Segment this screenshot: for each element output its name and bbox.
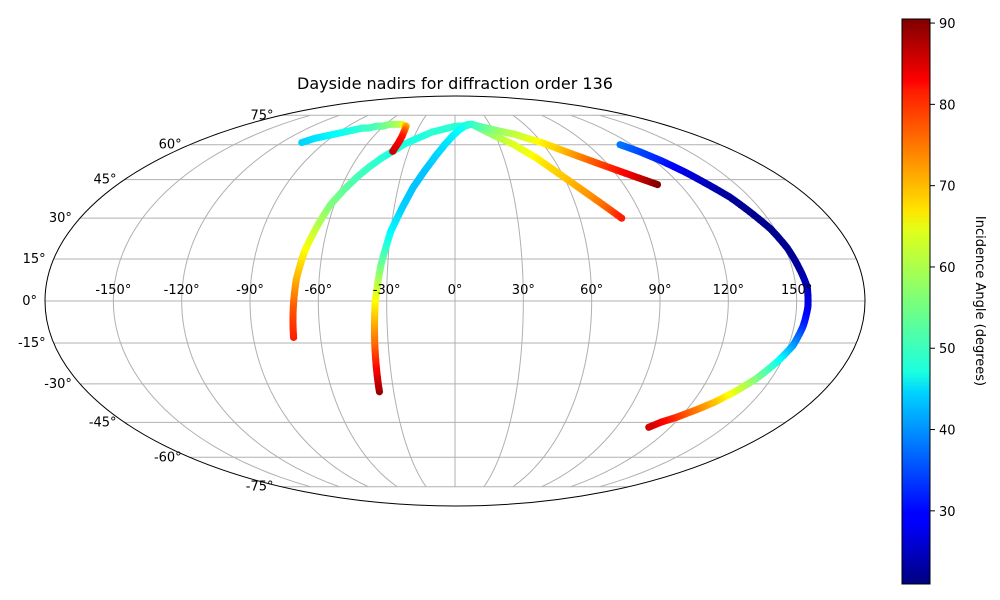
data-point <box>389 147 397 155</box>
longitude-tick-label: -150° <box>95 283 131 298</box>
latitude-tick-label: -15° <box>18 336 46 351</box>
meridian-line <box>483 114 524 488</box>
latitude-tick-label: -45° <box>89 415 117 430</box>
chart-title: Dayside nadirs for diffraction order 136 <box>297 74 613 93</box>
longitude-tick-label: 30° <box>512 283 535 298</box>
meridian-line <box>181 114 340 488</box>
longitude-tick-label: 150° <box>781 283 812 298</box>
latitude-tick-label: 15° <box>23 252 46 267</box>
colorbar-tick-label: 60 <box>939 261 956 276</box>
longitude-tick-label: 120° <box>713 283 744 298</box>
meridian-line <box>317 114 398 488</box>
map-outline <box>44 95 866 507</box>
longitude-tick-label: 60° <box>580 283 603 298</box>
data-point <box>645 423 653 431</box>
longitude-tick-label: -60° <box>304 283 332 298</box>
graticule <box>45 114 865 488</box>
meridian-line <box>112 114 311 488</box>
latitude-tick-label: 60° <box>159 138 182 153</box>
colorbar <box>901 18 931 585</box>
meridian-line <box>512 114 593 488</box>
longitude-tick-label: 0° <box>448 283 463 298</box>
colorbar-tick-label: 80 <box>939 98 956 113</box>
latitude-tick-label: 75° <box>250 108 273 123</box>
latitude-tick-label: -75° <box>246 480 274 495</box>
longitude-tick-label: -30° <box>373 283 401 298</box>
longitude-tick-label: 90° <box>648 283 671 298</box>
longitude-tick-label: -90° <box>236 283 264 298</box>
meridian-line <box>599 114 798 488</box>
colorbar-label: Incidence Angle (degrees) <box>972 216 987 386</box>
latitude-tick-label: 30° <box>49 211 72 226</box>
meridian-line <box>249 114 369 488</box>
meridian-line <box>570 114 729 488</box>
colorbar-tick-label: 90 <box>939 17 956 32</box>
colorbar-tick-label: 50 <box>939 342 956 357</box>
longitude-tick-label: -120° <box>164 283 200 298</box>
latitude-tick-label: 45° <box>94 173 117 188</box>
latitude-tick-labels: -75° -60° -45° -30° -15° 0° 15° 30° 45° 60° 75° <box>18 108 274 494</box>
data-point <box>653 180 662 189</box>
meridian-line <box>386 114 427 488</box>
colorbar-tick-label: 70 <box>939 180 956 195</box>
data-point <box>618 214 626 222</box>
data-points <box>289 120 812 431</box>
latitude-tick-label: -60° <box>154 450 182 465</box>
latitude-tick-label: -30° <box>44 377 72 392</box>
colorbar-ticks: 30 40 50 60 70 80 90 <box>930 17 956 520</box>
colorbar-tick-label: 30 <box>939 505 956 520</box>
latitude-tick-label: 0° <box>22 294 37 309</box>
longitude-tick-labels: -150° -120° -90° -60° -30° 0° 30° 60° 90° 120° 150… <box>95 283 812 298</box>
colorbar-tick-label: 40 <box>939 424 956 439</box>
